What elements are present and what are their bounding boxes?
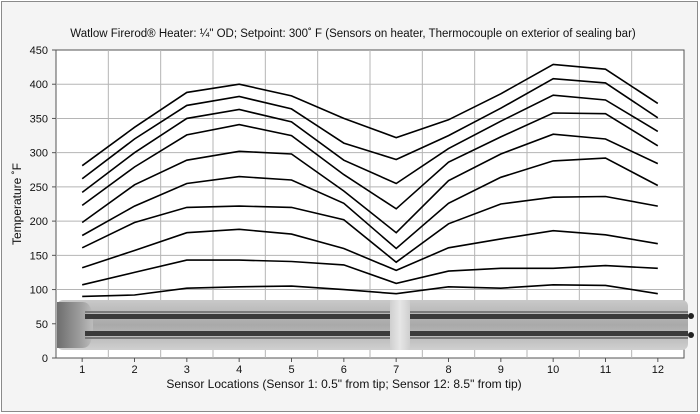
series-line-9 bbox=[81, 77, 659, 180]
y-tick-label: 350 bbox=[30, 113, 48, 125]
series-line-3 bbox=[81, 228, 658, 272]
x-tick-label: 12 bbox=[652, 364, 664, 376]
x-tick-label: 5 bbox=[288, 364, 294, 376]
heater-rod-image bbox=[57, 300, 694, 350]
x-tick-label: 10 bbox=[547, 364, 559, 376]
x-axis-ticks: 1 2 3 4 5 6 7 8 9 10 11 12 bbox=[79, 358, 664, 376]
y-axis-ticks: 0 50 100 150 200 250 300 350 400 450 bbox=[30, 45, 56, 365]
y-tick-label: 150 bbox=[30, 250, 48, 262]
series-line-10 bbox=[81, 63, 659, 167]
y-tick-label: 0 bbox=[42, 353, 48, 365]
x-tick-label: 2 bbox=[131, 364, 137, 376]
x-axis-label: Sensor Locations (Sensor 1: 0.5" from ti… bbox=[166, 377, 521, 391]
x-tick-label: 8 bbox=[445, 364, 451, 376]
series-line-7 bbox=[81, 112, 659, 210]
y-tick-label: 200 bbox=[30, 216, 48, 228]
series-line-6 bbox=[81, 133, 659, 234]
y-tick-label: 300 bbox=[30, 148, 48, 160]
x-tick-label: 9 bbox=[498, 364, 504, 376]
y-tick-label: 400 bbox=[30, 79, 48, 91]
series-line-8 bbox=[81, 94, 659, 194]
series-line-2 bbox=[82, 259, 658, 286]
series-line-5 bbox=[81, 157, 659, 250]
y-tick-label: 100 bbox=[30, 285, 48, 297]
x-tick-label: 1 bbox=[79, 364, 85, 376]
y-tick-label: 50 bbox=[36, 319, 48, 331]
y-tick-label: 250 bbox=[30, 182, 48, 194]
chart-title: Watlow Firerod® Heater: ¼" OD; Setpoint:… bbox=[70, 28, 636, 40]
y-tick-label: 450 bbox=[30, 45, 48, 57]
series-line-4 bbox=[81, 195, 658, 264]
x-tick-label: 6 bbox=[341, 364, 347, 376]
y-axis-label: Temperature ˚F bbox=[10, 163, 24, 245]
x-tick-label: 4 bbox=[236, 364, 242, 376]
x-tick-label: 3 bbox=[184, 364, 190, 376]
series-lines bbox=[81, 63, 659, 298]
x-tick-label: 7 bbox=[393, 364, 399, 376]
x-tick-label: 11 bbox=[600, 364, 611, 376]
series-line-1 bbox=[82, 283, 658, 298]
